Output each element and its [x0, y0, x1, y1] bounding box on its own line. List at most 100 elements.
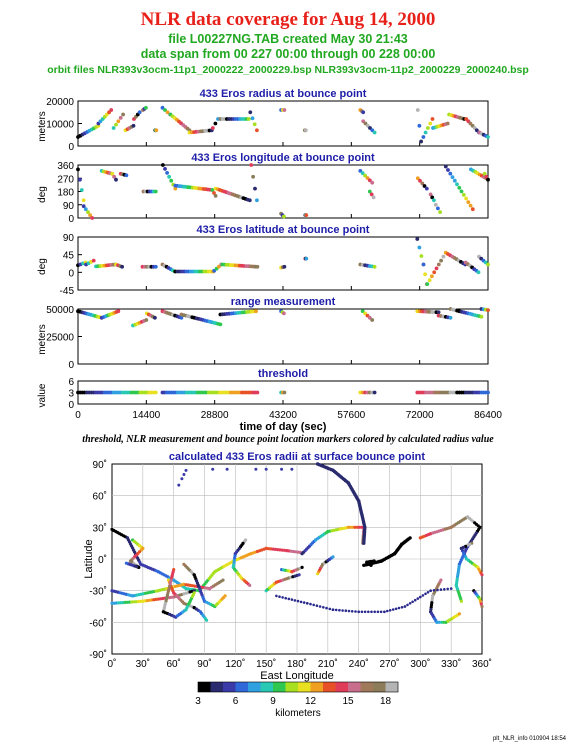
panel2-point [486, 177, 490, 182]
panel4-point [153, 315, 157, 320]
panel3-point [419, 254, 424, 258]
panel1-point [430, 117, 435, 121]
map-point [391, 608, 395, 611]
panel3-point [417, 245, 422, 250]
panel3-point [430, 274, 434, 279]
map-point [408, 602, 412, 605]
panel1-point [445, 121, 450, 126]
panel1-ytick-label: 20000 [46, 97, 74, 108]
panel2-ytick-label: 270 [57, 174, 74, 185]
map-point [397, 606, 401, 610]
panel2-point [455, 182, 459, 187]
map-point [312, 603, 316, 607]
map-point [334, 608, 338, 612]
map-point [290, 598, 294, 601]
footer-stamp: plt_NLR_info 010904 18:54 [492, 736, 566, 742]
panel1-ytick-label: 10000 [46, 120, 74, 131]
panel5-xtick-label: 0 [75, 410, 81, 421]
map-point [331, 555, 335, 559]
map-point [376, 610, 380, 614]
panel2-point [367, 178, 372, 183]
map-point [367, 610, 370, 614]
map-point [344, 609, 348, 612]
map-point [360, 610, 364, 614]
map-point [357, 610, 361, 614]
panel2-point [163, 167, 167, 171]
map-point [426, 591, 430, 594]
map-point [211, 467, 215, 471]
panel2-point [424, 186, 429, 191]
map-title: calculated 433 Eros radii at surface bou… [169, 451, 425, 463]
map-ytick-label: 60˚ [93, 491, 107, 503]
panel2-point [78, 177, 82, 182]
map-point [355, 525, 359, 529]
panel1-point [114, 122, 118, 127]
colorbar-segment [323, 682, 336, 692]
panel2-point [173, 186, 178, 191]
panel3-title: 433 Eros latitude at bounce point [197, 224, 370, 236]
panel3-point [421, 262, 426, 267]
map-point [439, 588, 443, 591]
panel1-point [248, 110, 253, 115]
panel3-point [425, 282, 430, 286]
map-xtick-label: 180˚ [287, 658, 307, 670]
panel2-point [167, 174, 172, 179]
colorbar-label: kilometers [275, 708, 321, 719]
panel4-ytick-label: 0 [68, 360, 74, 371]
map-point [293, 599, 297, 602]
panel2-point [114, 177, 118, 182]
map-point [278, 595, 281, 598]
map-xlabel: East Longitude [260, 670, 333, 682]
map-xtick-label: 360˚ [472, 658, 492, 670]
panel2-point [428, 192, 433, 197]
map-xtick-label: 30˚ [136, 658, 150, 670]
panel2-point [432, 198, 436, 203]
panel4-ytick-label: 25000 [46, 333, 74, 344]
map-point [325, 606, 328, 610]
panel2-point [124, 173, 129, 178]
panel1-point [361, 110, 366, 115]
map-point [403, 605, 407, 608]
map-point [281, 596, 284, 599]
colorbar-segment [198, 682, 211, 692]
panel3-point [436, 262, 441, 267]
map-point [275, 594, 278, 598]
panel3-point [439, 258, 443, 263]
panel2-point [213, 194, 218, 198]
colorbar-segment [373, 682, 386, 692]
panel2-point [86, 210, 90, 215]
map-point [225, 467, 229, 471]
panel2-point [466, 200, 471, 205]
colorbar-tick-label: 3 [195, 696, 201, 707]
map-point [400, 606, 404, 609]
data-span-subtitle: data span from 00 227 00:00 through 00 2… [140, 47, 436, 61]
panel2-ytick-label: 0 [68, 214, 74, 225]
panel2-point [443, 164, 448, 169]
panel2-point [363, 173, 367, 178]
colorbar-tick-label: 6 [233, 696, 239, 707]
panel4-point [144, 318, 149, 322]
map-point [363, 610, 367, 614]
panel1-point [250, 116, 255, 121]
panel3-ytick-label: 45 [63, 251, 75, 262]
map-point [223, 594, 227, 598]
panel2-title: 433 Eros longitude at bounce point [191, 152, 375, 164]
map-point [192, 591, 196, 595]
panel5-xtick-label: 43200 [269, 410, 297, 421]
map-point [435, 620, 439, 624]
map-point [280, 467, 284, 471]
map-point [370, 610, 373, 614]
map-point [269, 547, 273, 551]
panel2-point [251, 174, 256, 179]
colorbar-segment [335, 682, 349, 692]
map-point [331, 608, 335, 611]
panel2-point [210, 188, 215, 192]
panel4-title: range measurement [231, 296, 336, 308]
panel2-point [81, 204, 86, 209]
panel1-point [210, 126, 215, 130]
map-point [221, 578, 225, 582]
map-point [480, 604, 484, 609]
panel2-point [484, 174, 489, 179]
map-point [459, 599, 463, 603]
